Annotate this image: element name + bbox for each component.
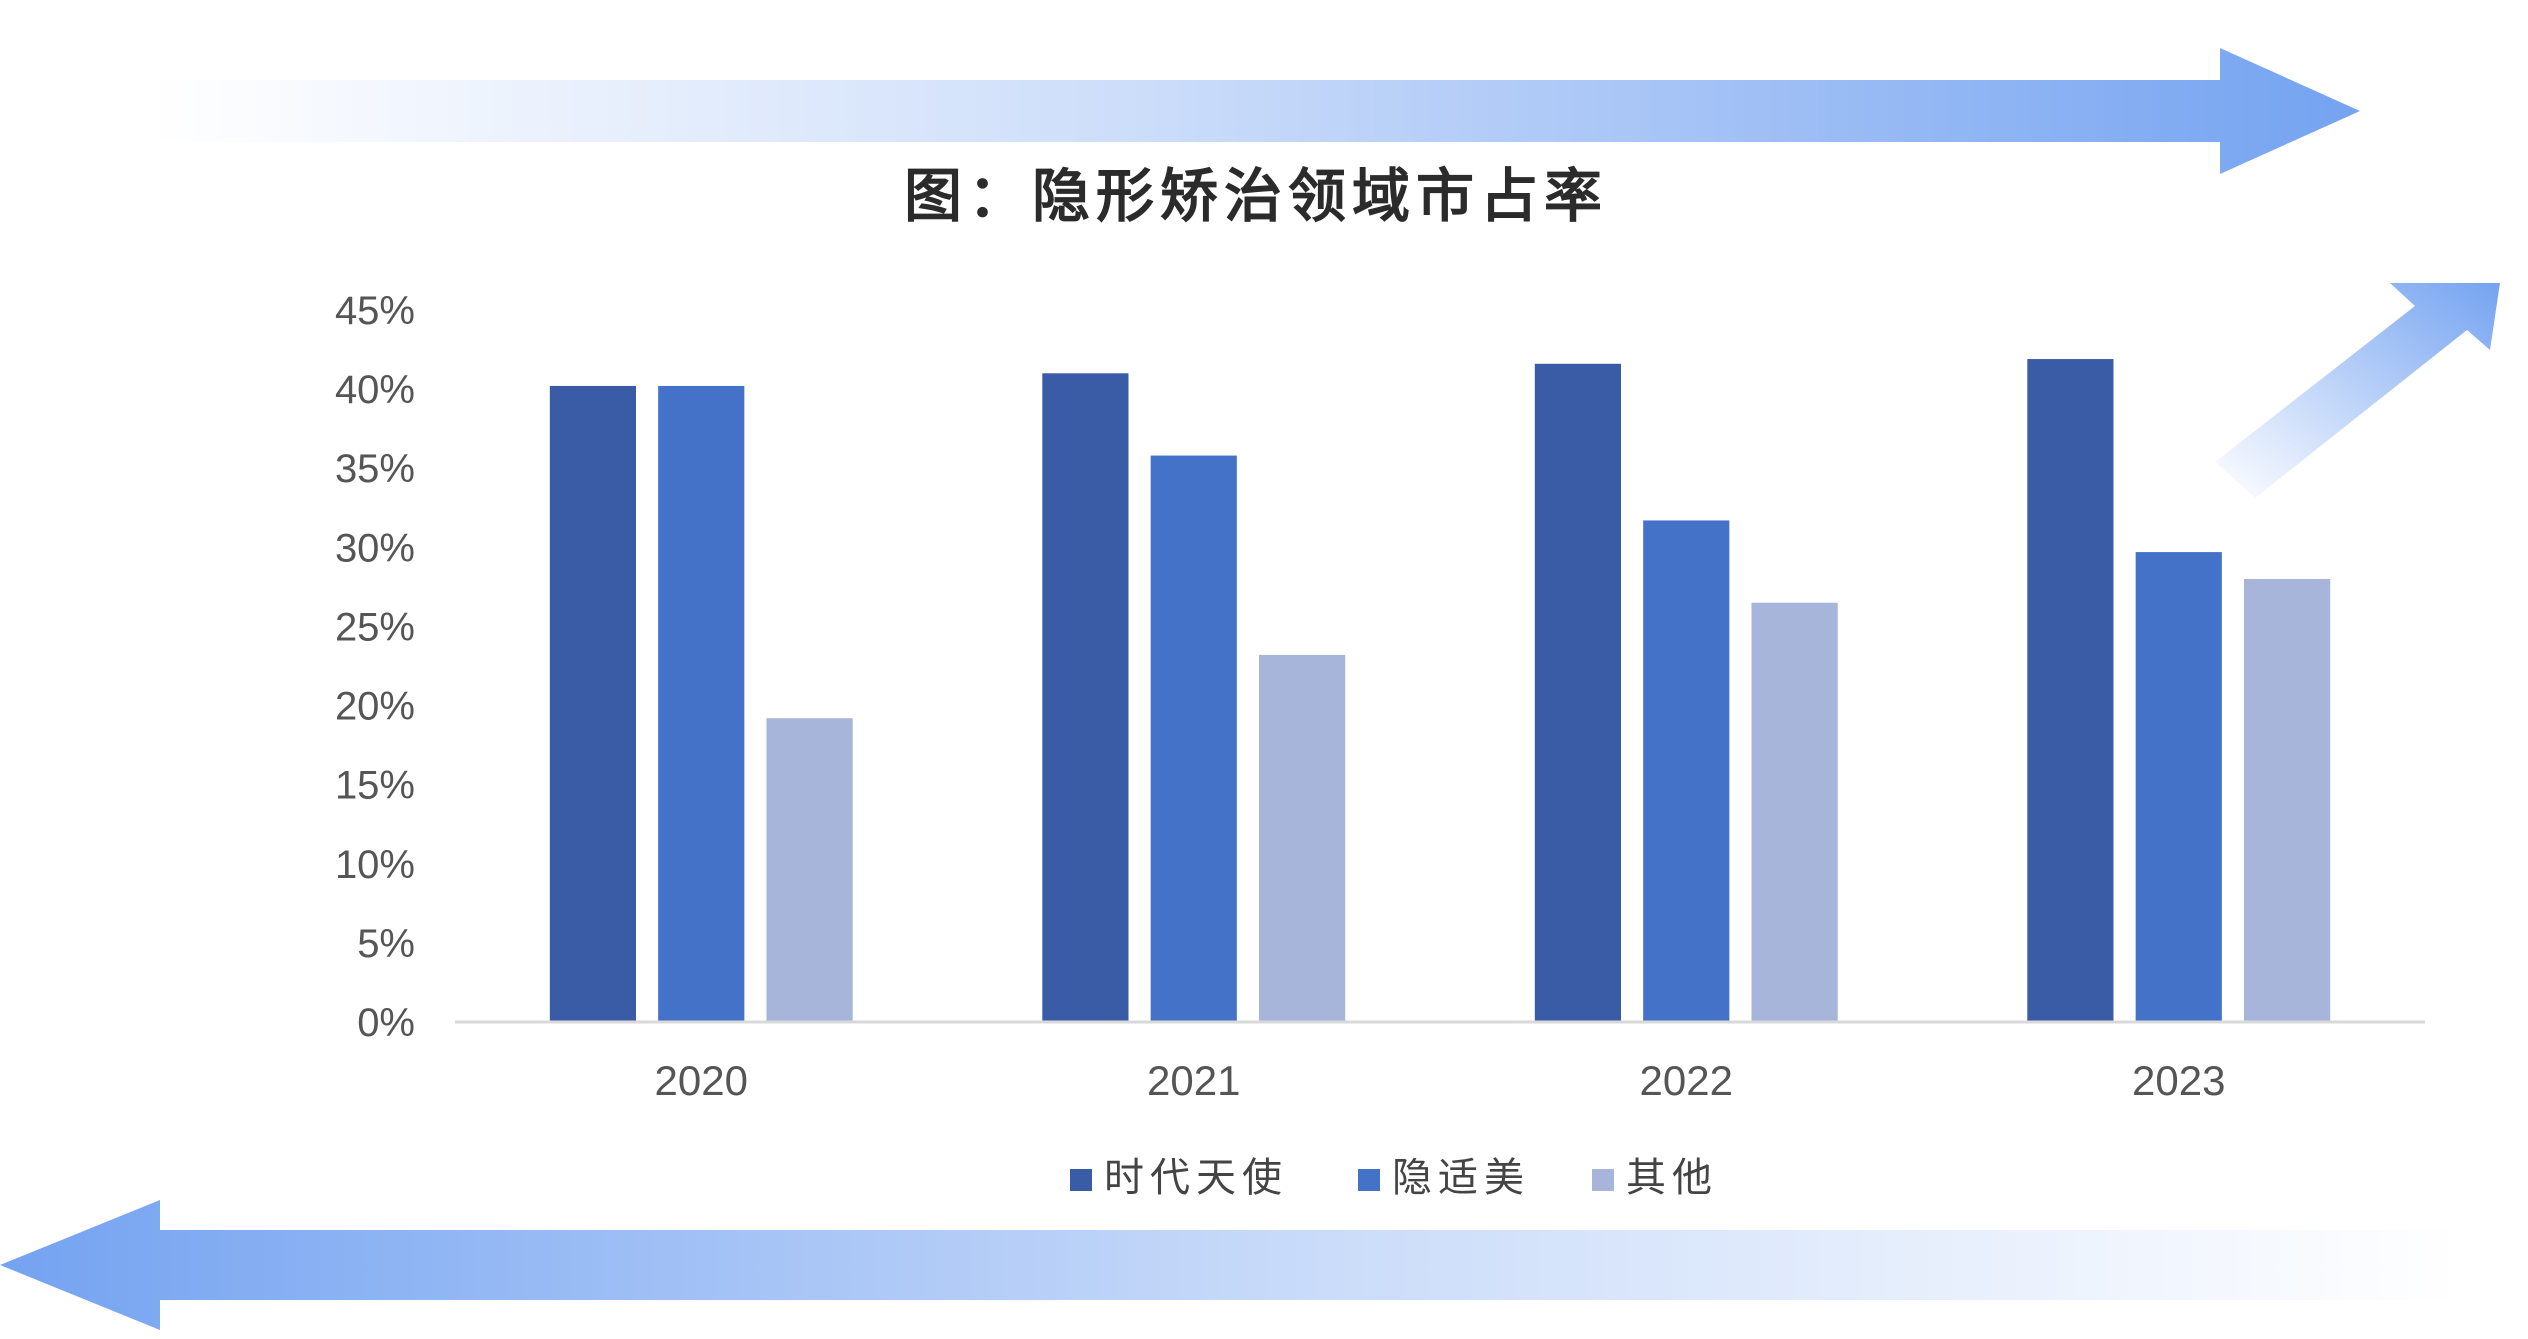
bar-2023-series-2 xyxy=(2244,578,2331,1022)
bar-2020-series-0 xyxy=(549,385,636,1022)
bar-2023-series-0 xyxy=(2027,359,2114,1022)
y-tick-label: 5% xyxy=(357,922,415,966)
y-tick-label: 0% xyxy=(357,1001,415,1045)
legend-swatch-1 xyxy=(1358,1169,1380,1191)
bar-2020-series-1 xyxy=(658,385,745,1022)
plot-area xyxy=(549,359,2331,1023)
y-tick-label: 20% xyxy=(335,685,415,729)
bar-2022-series-0 xyxy=(1534,363,1621,1023)
x-tick-label: 2022 xyxy=(1640,1057,1733,1104)
y-tick-label: 40% xyxy=(335,368,415,412)
y-tick-label: 45% xyxy=(335,289,415,333)
x-axis: 2020 2021 2022 2023 xyxy=(655,1057,2226,1104)
y-axis: 0% 5% 10% 15% 20% 25% 30% 35% 40% 45% xyxy=(335,289,415,1045)
bar-2020-series-2 xyxy=(766,718,853,1022)
bar-2021-series-2 xyxy=(1259,654,1346,1022)
decorative-arrow-bottom-icon xyxy=(0,1200,2460,1330)
y-tick-label: 15% xyxy=(335,764,415,808)
bar-2022-series-2 xyxy=(1751,602,1838,1022)
x-tick-label: 2021 xyxy=(1147,1057,1240,1104)
y-tick-label: 10% xyxy=(335,843,415,887)
bar-2021-series-0 xyxy=(1042,373,1129,1022)
y-tick-label: 35% xyxy=(335,447,415,491)
legend-swatch-2 xyxy=(1592,1169,1614,1191)
legend-swatch-0 xyxy=(1070,1169,1092,1191)
bar-2023-series-1 xyxy=(2135,552,2222,1022)
legend-label-1: 隐适美 xyxy=(1392,1155,1530,1201)
legend: 时代天使 隐适美 其他 xyxy=(1070,1155,1718,1201)
y-tick-label: 30% xyxy=(335,526,415,570)
y-tick-label: 25% xyxy=(335,605,415,649)
decorative-arrow-top-icon xyxy=(150,48,2360,174)
bar-2022-series-1 xyxy=(1643,520,1730,1022)
bar-2021-series-1 xyxy=(1150,455,1237,1022)
chart-title: 图：隐形矫治领域市占率 xyxy=(904,162,1608,230)
x-tick-label: 2023 xyxy=(2132,1057,2225,1104)
legend-label-0: 时代天使 xyxy=(1104,1155,1288,1201)
x-tick-label: 2020 xyxy=(655,1057,748,1104)
legend-label-2: 其他 xyxy=(1626,1155,1718,1201)
decorative-arrow-diagonal-icon xyxy=(2215,283,2500,498)
